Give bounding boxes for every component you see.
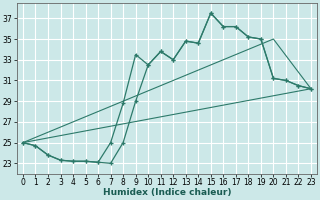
- X-axis label: Humidex (Indice chaleur): Humidex (Indice chaleur): [103, 188, 231, 197]
